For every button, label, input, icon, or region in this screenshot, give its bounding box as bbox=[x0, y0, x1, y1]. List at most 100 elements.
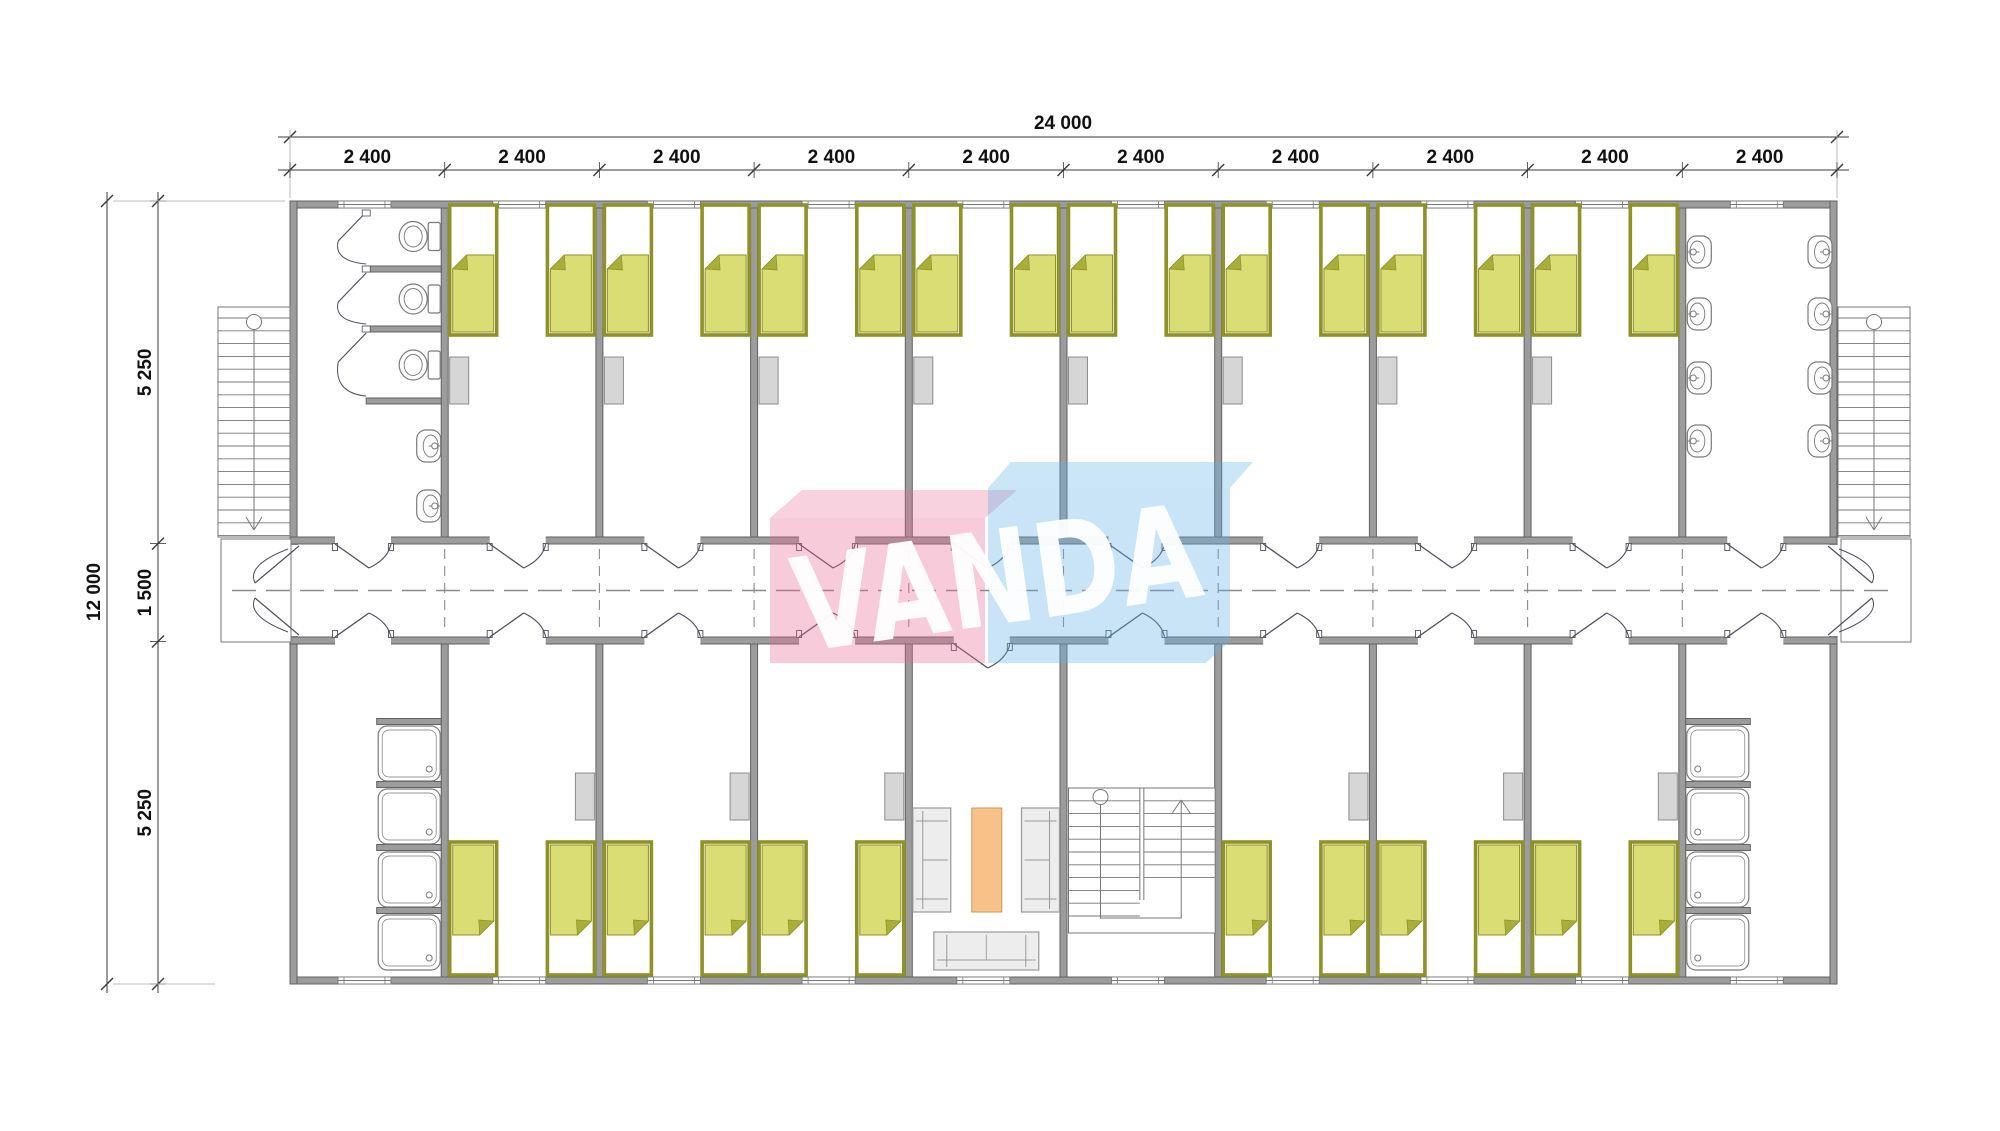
toilet-tank bbox=[427, 350, 441, 380]
door-jamb bbox=[1105, 543, 1112, 551]
door-leaf bbox=[489, 612, 525, 638]
stall-door-jamb bbox=[361, 325, 371, 333]
bed bbox=[545, 203, 597, 337]
door-leaf bbox=[334, 612, 370, 638]
basin-tap bbox=[1822, 437, 1830, 445]
bed bbox=[1319, 840, 1370, 977]
exit-door-arc bbox=[253, 597, 289, 633]
shower-divider-wall bbox=[376, 718, 442, 725]
door-swing-arc bbox=[832, 543, 856, 569]
blanket-fold bbox=[1349, 919, 1366, 936]
door-opening bbox=[335, 636, 391, 645]
shower-pan bbox=[1686, 914, 1750, 971]
blanket-fold bbox=[1225, 254, 1242, 271]
shower-drain bbox=[425, 954, 433, 962]
blanket-fold bbox=[1534, 254, 1551, 271]
door-opening bbox=[644, 636, 701, 645]
door-opening bbox=[1108, 636, 1165, 645]
door-jamb bbox=[1260, 630, 1267, 638]
door-swing-arc bbox=[1761, 612, 1784, 638]
door-leaf bbox=[1726, 543, 1762, 569]
wardrobe bbox=[1068, 356, 1088, 405]
door-swing-arc bbox=[1142, 612, 1166, 638]
door-jamb bbox=[1006, 543, 1013, 551]
toilet-bowl bbox=[398, 220, 428, 253]
blanket-fold bbox=[859, 254, 876, 271]
door-swing-arc bbox=[987, 643, 1011, 669]
door-jamb bbox=[796, 630, 803, 638]
shower-drain bbox=[425, 765, 433, 773]
blanket-fold bbox=[1013, 254, 1030, 271]
door-leaf bbox=[334, 543, 370, 569]
wardrobe bbox=[729, 772, 750, 821]
shower-drain bbox=[425, 828, 433, 836]
door-jamb bbox=[1470, 543, 1477, 551]
door-opening bbox=[953, 536, 1010, 545]
door-jamb bbox=[388, 543, 394, 551]
partition-wall-bottom bbox=[440, 643, 449, 978]
door-jamb bbox=[486, 543, 493, 551]
door-opening bbox=[799, 636, 856, 645]
door-swing-arc bbox=[523, 543, 547, 569]
stair-up-arrow bbox=[1171, 799, 1182, 814]
shower-divider-wall bbox=[376, 781, 442, 788]
door-opening bbox=[953, 636, 1010, 645]
exit-door-arc bbox=[253, 548, 289, 584]
door-jamb bbox=[1569, 630, 1576, 638]
partition-wall-top bbox=[440, 207, 449, 538]
shower-divider-wall bbox=[376, 844, 442, 851]
wash-basin bbox=[1807, 361, 1833, 395]
door-swing-arc bbox=[678, 612, 701, 638]
door-jamb bbox=[1724, 543, 1731, 551]
bed bbox=[1473, 840, 1525, 977]
shower-divider-wall bbox=[1685, 844, 1751, 851]
wardrobe bbox=[1348, 772, 1369, 821]
dimension-label: 1 500 bbox=[135, 569, 156, 617]
shower-pan bbox=[377, 788, 441, 845]
door-opening bbox=[1572, 636, 1629, 645]
door-jamb bbox=[852, 543, 859, 551]
basin-tap bbox=[1689, 248, 1697, 256]
coffee-table bbox=[971, 807, 1003, 913]
door-jamb bbox=[332, 630, 338, 638]
shower-tray bbox=[1686, 914, 1750, 971]
dimension-label: 2 400 bbox=[344, 147, 392, 168]
bed bbox=[545, 840, 597, 977]
stall-door-arc bbox=[337, 240, 367, 265]
door-swing-arc bbox=[1296, 543, 1320, 569]
door-jamb bbox=[950, 643, 957, 651]
shower-pan bbox=[1686, 788, 1750, 845]
shower-tray bbox=[377, 914, 441, 971]
basin-tap bbox=[431, 442, 439, 450]
door-swing-arc bbox=[368, 612, 392, 638]
bed bbox=[1009, 203, 1061, 337]
shower-drain bbox=[1694, 954, 1702, 962]
door-opening bbox=[1572, 536, 1629, 545]
door-leaf bbox=[953, 643, 989, 669]
blanket-fold bbox=[576, 919, 593, 936]
door-jamb bbox=[950, 543, 957, 551]
shower-pan-inner bbox=[381, 729, 437, 778]
shower-pan-inner bbox=[381, 855, 437, 904]
shower-pan bbox=[377, 851, 441, 908]
bed bbox=[447, 840, 499, 977]
dimension-label: 5 250 bbox=[135, 349, 156, 397]
wash-basin bbox=[1686, 361, 1712, 395]
door-swing-arc bbox=[1296, 612, 1320, 638]
bed bbox=[854, 840, 906, 977]
shower-divider-wall bbox=[376, 907, 442, 914]
door-leaf bbox=[1572, 612, 1607, 638]
bed bbox=[1628, 203, 1680, 337]
exterior-staircase bbox=[1837, 306, 1912, 643]
door-leaf bbox=[1572, 543, 1607, 569]
door-swing-arc bbox=[678, 543, 701, 569]
blanket-fold bbox=[1323, 254, 1340, 271]
toilet-stall-wall bbox=[365, 265, 442, 273]
door-jamb bbox=[641, 630, 648, 638]
shower-tray bbox=[377, 788, 441, 845]
blanket-fold bbox=[451, 254, 469, 271]
door-leaf bbox=[489, 543, 525, 569]
bed bbox=[700, 203, 751, 337]
door-opening bbox=[799, 536, 856, 545]
door-jamb bbox=[1414, 630, 1421, 638]
